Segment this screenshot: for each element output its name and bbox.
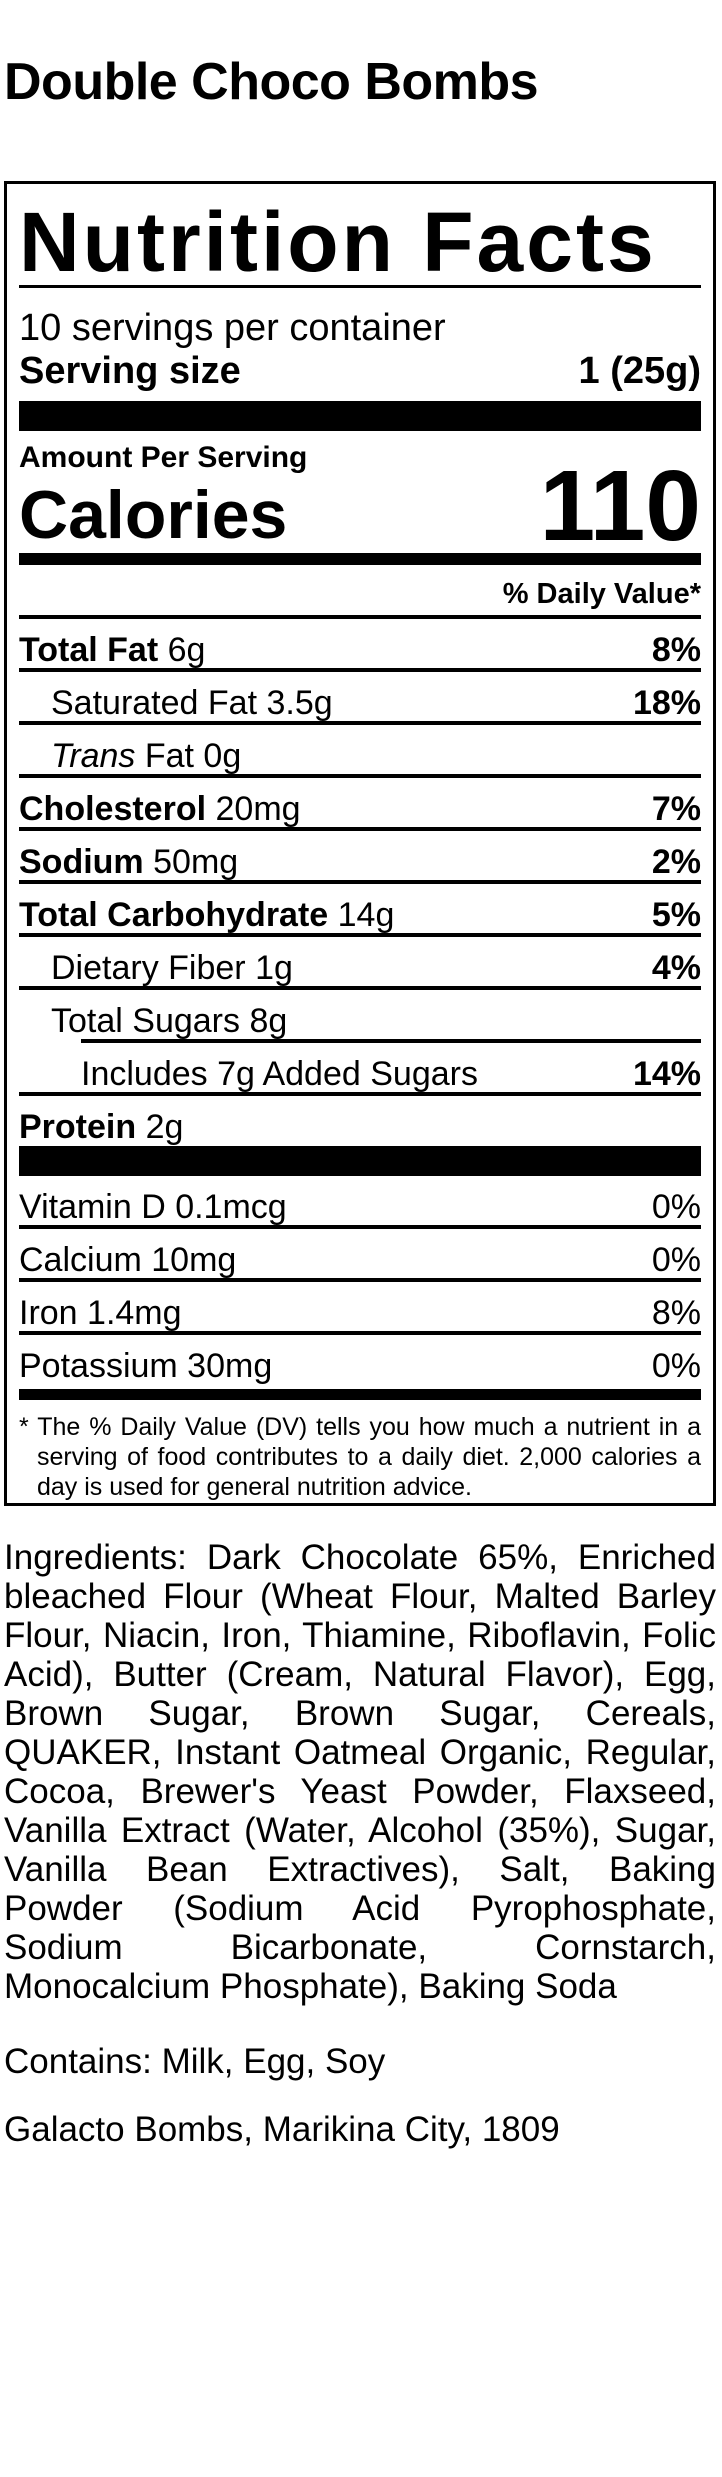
- nutrient-name: Total Fat: [19, 631, 159, 669]
- vitamin-label: Calcium 10mg: [19, 1241, 237, 1279]
- nutrient-name: Dietary Fiber: [51, 949, 246, 987]
- nutrition-facts-heading: Nutrition Facts: [19, 195, 657, 289]
- nutrient-row-saturated-fat: Saturated Fat 3.5g 18%: [19, 672, 701, 725]
- nutrient-name: Cholesterol: [19, 790, 207, 828]
- vitamin-dv: 0%: [651, 1347, 701, 1385]
- nutrient-amount: 3.5g: [266, 684, 333, 722]
- thick-divider: [19, 1146, 701, 1176]
- thick-divider: [19, 401, 701, 431]
- nutrient-amount: 50mg: [153, 843, 239, 881]
- vitamin-row: Potassium 30mg 0%: [19, 1335, 701, 1388]
- servings-per-container: 10 servings per container: [19, 307, 446, 349]
- nutrient-amount: 6g: [167, 631, 206, 669]
- divider: [19, 285, 701, 288]
- vitamin-row: Calcium 10mg 0%: [19, 1229, 701, 1282]
- vitamin-row: Vitamin D 0.1mcg 0%: [19, 1176, 701, 1229]
- nutrient-dv: 4%: [651, 949, 701, 987]
- nutrient-name: Saturated Fat: [51, 684, 258, 722]
- ingredients-list: Ingredients: Dark Chocolate 65%, Enriche…: [4, 1538, 716, 2006]
- nutrient-dv: 5%: [651, 896, 701, 934]
- medium-divider: [19, 553, 701, 565]
- nutrient-name: Total Carbohydrate: [19, 896, 329, 934]
- nutrient-dv: 7%: [651, 790, 701, 828]
- nutrient-amount: 0g: [203, 737, 242, 775]
- nutrient-name-suffix: Fat: [144, 737, 194, 775]
- nutrient-row-sodium: Sodium 50mg 2%: [19, 831, 701, 884]
- vitamin-label: Vitamin D 0.1mcg: [19, 1188, 287, 1226]
- nutrient-row-added-sugars: Includes 7g Added Sugars 14%: [19, 1043, 701, 1096]
- nutrition-facts-label: Nutrition Facts 10 servings per containe…: [4, 181, 716, 1506]
- nutrient-dv: 14%: [632, 1055, 701, 1093]
- daily-value-header: % Daily Value*: [502, 578, 701, 610]
- divider: [19, 615, 701, 619]
- vitamin-dv: 0%: [651, 1188, 701, 1226]
- serving-size-value: 1 (25g): [578, 350, 701, 392]
- vitamin-dv: 8%: [651, 1294, 701, 1332]
- vitamin-label: Potassium 30mg: [19, 1347, 273, 1385]
- serving-size-label: Serving size: [19, 350, 241, 392]
- manufacturer-info: Galacto Bombs, Marikina City, 1809: [4, 2110, 560, 2149]
- nutrient-dv: 2%: [651, 843, 701, 881]
- vitamin-row: Iron 1.4mg 8%: [19, 1282, 701, 1335]
- product-title: Double Choco Bombs: [4, 53, 539, 111]
- nutrient-row-dietary-fiber: Dietary Fiber 1g 4%: [19, 937, 701, 990]
- nutrient-amount: 8g: [249, 1002, 288, 1040]
- vitamin-label: Iron 1.4mg: [19, 1294, 182, 1332]
- nutrient-row-total-sugars: Total Sugars 8g: [19, 990, 701, 1043]
- nutrient-amount: 14g: [337, 896, 395, 934]
- nutrient-name: Trans: [51, 737, 136, 775]
- nutrient-name: Includes 7g Added Sugars: [81, 1055, 478, 1093]
- vitamin-dv: 0%: [651, 1241, 701, 1279]
- nutrient-row-total-fat: Total Fat 6g 8%: [19, 619, 701, 672]
- nutrient-name: Sodium: [19, 843, 144, 881]
- nutrient-row-protein: Protein 2g: [19, 1096, 701, 1149]
- calories-label: Calories: [19, 477, 288, 553]
- nutrient-row-total-carbohydrate: Total Carbohydrate 14g 5%: [19, 884, 701, 937]
- nutrient-dv: 8%: [651, 631, 701, 669]
- daily-value-footnote: * The % Daily Value (DV) tells you how m…: [19, 1413, 701, 1501]
- nutrient-name: Total Sugars: [51, 1002, 240, 1040]
- nutrient-amount: 1g: [255, 949, 293, 987]
- nutrient-row-trans-fat: Trans Fat 0g: [19, 725, 701, 778]
- allergen-statement: Contains: Milk, Egg, Soy: [4, 2042, 386, 2081]
- nutrient-row-cholesterol: Cholesterol 20mg 7%: [19, 778, 701, 831]
- nutrient-amount: 2g: [145, 1108, 184, 1146]
- calories-value: 110: [539, 450, 701, 562]
- nutrient-amount: 20mg: [215, 790, 301, 828]
- nutrient-name: Protein: [19, 1108, 137, 1146]
- medium-divider: [19, 1389, 701, 1400]
- amount-per-serving: Amount Per Serving: [19, 441, 308, 474]
- nutrient-dv: 18%: [632, 684, 701, 722]
